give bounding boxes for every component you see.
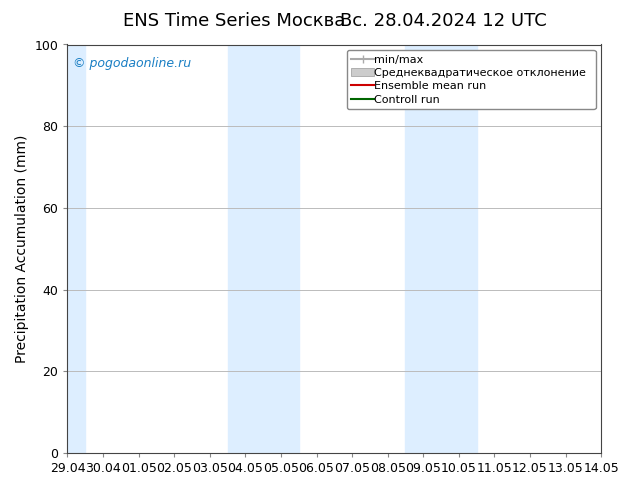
Text: ENS Time Series Москва: ENS Time Series Москва (124, 12, 346, 30)
Y-axis label: Precipitation Accumulation (mm): Precipitation Accumulation (mm) (15, 135, 29, 363)
Text: Вс. 28.04.2024 12 UTC: Вс. 28.04.2024 12 UTC (340, 12, 547, 30)
Bar (406, 45, 477, 453)
Bar (49, 45, 85, 453)
Legend: min/max, Среднеквадратическое отклонение, Ensemble mean run, Controll run: min/max, Среднеквадратическое отклонение… (347, 50, 595, 109)
Text: © pogodaonline.ru: © pogodaonline.ru (73, 57, 191, 70)
Bar (228, 45, 299, 453)
